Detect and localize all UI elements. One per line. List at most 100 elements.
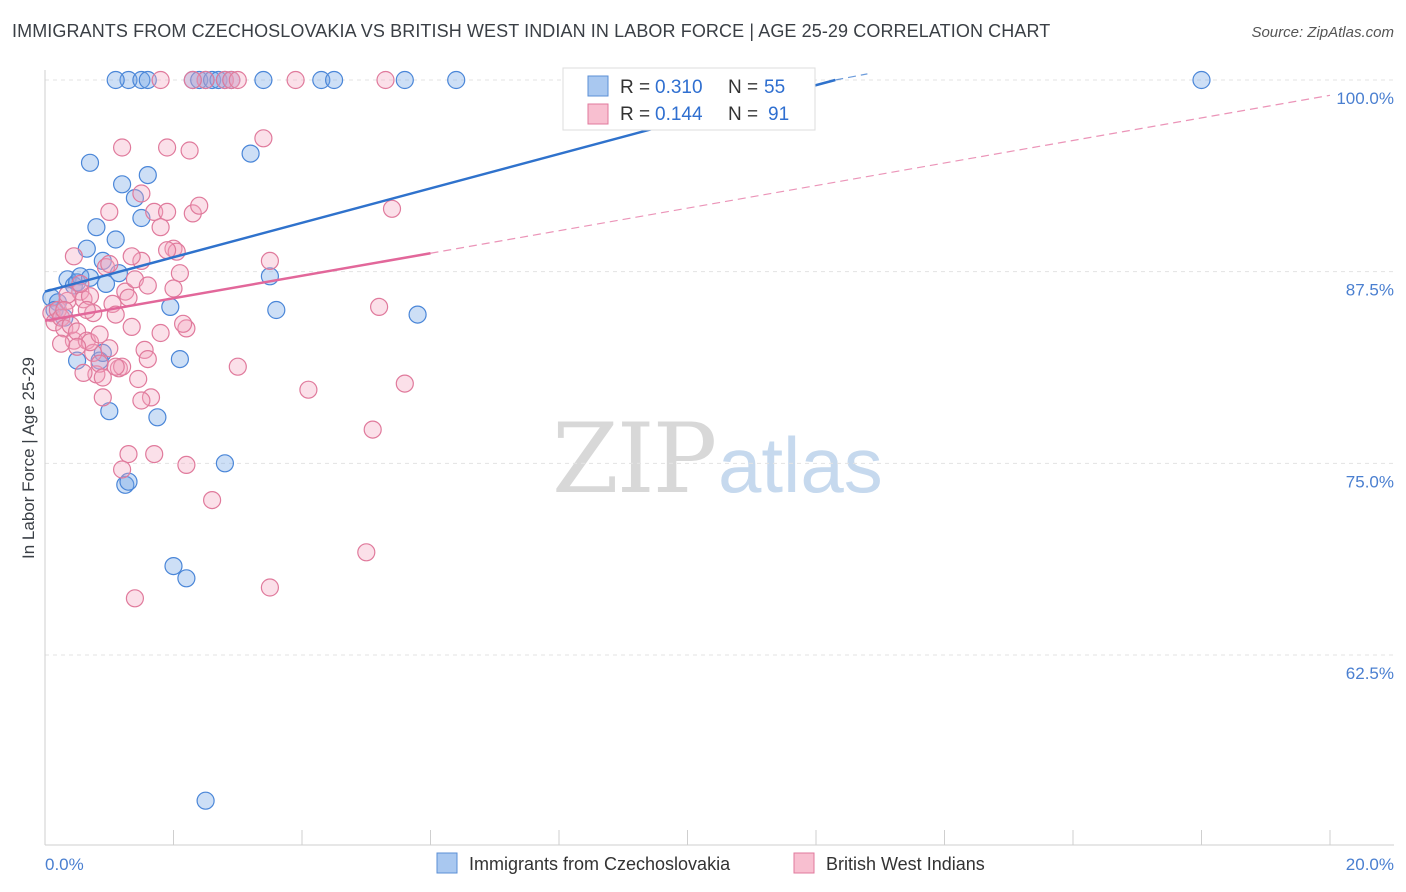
point-british-west-indian	[112, 138, 132, 157]
point-czechoslovakia	[177, 569, 196, 588]
point-czechoslovakia	[80, 153, 100, 172]
point-british-west-indian	[203, 491, 222, 510]
point-british-west-indian	[177, 455, 196, 474]
point-british-west-indian	[228, 70, 247, 90]
point-british-west-indian	[138, 350, 157, 369]
point-british-west-indian	[112, 460, 132, 479]
point-czechoslovakia	[170, 350, 189, 369]
series-legend-swatch-bwi	[793, 852, 815, 874]
trend-extension-czechoslovakia	[835, 73, 868, 81]
point-british-west-indian	[119, 445, 138, 464]
point-british-west-indian	[151, 70, 170, 90]
point-british-west-indian	[254, 129, 273, 148]
chart-title: IMMIGRANTS FROM CZECHOSLOVAKIA VS BRITIS…	[12, 21, 1051, 41]
point-british-west-indian	[228, 357, 247, 376]
y-tick-label: 87.5%	[1346, 281, 1394, 300]
point-czechoslovakia	[447, 70, 466, 90]
legend-swatch-czech	[587, 75, 609, 97]
point-czechoslovakia	[267, 300, 286, 320]
x-tick-label-max: 20.0%	[1346, 855, 1394, 874]
gridlines	[45, 79, 1394, 656]
point-british-west-indian	[129, 369, 148, 389]
point-czechoslovakia	[148, 408, 167, 427]
point-british-west-indian	[64, 247, 84, 266]
point-british-west-indian	[151, 323, 170, 343]
point-british-west-indian	[132, 184, 151, 203]
point-british-west-indian	[395, 374, 414, 393]
point-british-west-indian	[376, 70, 395, 90]
point-british-west-indian	[93, 388, 112, 407]
legend-r-label-bwi: R =	[620, 104, 650, 125]
correlation-legend: R = 0.310 N = 55 R = 0.144 N = 91	[562, 67, 816, 131]
series-legend-label-bwi: British West Indians	[826, 854, 985, 874]
legend-n-value-bwi: 91	[768, 104, 789, 125]
legend-r-value-czech: 0.310	[655, 77, 703, 98]
point-british-west-indian	[145, 202, 164, 221]
point-british-west-indian	[112, 357, 132, 376]
point-british-west-indian	[215, 70, 234, 90]
point-british-west-indian	[299, 380, 318, 399]
point-czechoslovakia	[209, 70, 228, 90]
point-british-west-indian	[74, 363, 93, 382]
point-british-west-indian	[260, 578, 279, 597]
point-czechoslovakia	[312, 70, 331, 90]
point-czechoslovakia	[106, 230, 125, 249]
point-czechoslovakia	[106, 70, 125, 90]
point-british-west-indian	[138, 276, 157, 295]
point-czechoslovakia	[215, 454, 234, 473]
point-british-west-indian	[119, 288, 138, 307]
trend-extension-british-west-indian	[430, 94, 1331, 254]
point-czechoslovakia	[116, 475, 135, 494]
point-british-west-indian	[132, 391, 151, 410]
point-czechoslovakia	[1192, 70, 1211, 90]
point-british-west-indian	[77, 300, 96, 320]
point-british-west-indian	[196, 70, 215, 90]
point-british-west-indian	[158, 138, 177, 157]
point-czechoslovakia	[112, 175, 132, 194]
point-british-west-indian	[370, 297, 389, 316]
watermark-zip: ZIP	[552, 403, 715, 515]
point-british-west-indian	[222, 70, 241, 90]
point-british-west-indian	[190, 196, 209, 215]
series-legend-label-czech: Immigrants from Czechoslovakia	[469, 854, 731, 874]
point-czechoslovakia	[203, 70, 222, 90]
point-czechoslovakia	[164, 556, 183, 576]
point-czechoslovakia	[138, 70, 157, 90]
point-czechoslovakia	[190, 70, 209, 90]
point-british-west-indian	[100, 339, 119, 358]
point-czechoslovakia	[138, 166, 157, 185]
point-british-west-indian	[164, 279, 183, 298]
y-tick-labels: 62.5% 75.0% 87.5% 100.0%	[1336, 89, 1394, 683]
x-tick-marks	[44, 830, 1331, 845]
point-british-west-indian	[90, 325, 109, 344]
y-tick-label: 75.0%	[1346, 472, 1394, 491]
point-british-west-indian	[357, 543, 376, 562]
point-british-west-indian	[145, 445, 164, 464]
legend-n-label-czech: N =	[728, 77, 758, 98]
point-british-west-indian	[51, 334, 71, 353]
y-axis-label: In Labor Force | Age 25-29	[19, 357, 38, 559]
legend-n-value-czech: 55	[764, 77, 785, 98]
point-british-west-indian	[122, 317, 141, 336]
point-british-west-indian	[67, 322, 87, 341]
point-british-west-indian	[100, 254, 119, 274]
legend-n-label-bwi: N =	[728, 104, 758, 125]
point-british-west-indian	[67, 337, 87, 356]
point-british-west-indian	[122, 247, 141, 266]
point-czechoslovakia	[132, 70, 151, 90]
point-british-west-indian	[125, 589, 144, 608]
y-tick-label: 100.0%	[1336, 89, 1394, 108]
x-tick-label-min: 0.0%	[45, 855, 84, 874]
y-tick-label: 62.5%	[1346, 664, 1394, 683]
point-british-west-indian	[183, 70, 202, 90]
point-british-west-indian	[100, 202, 119, 221]
point-british-west-indian	[109, 359, 129, 378]
point-czechoslovakia	[241, 144, 260, 163]
point-british-west-indian	[93, 368, 112, 387]
point-british-west-indian	[106, 357, 125, 376]
legend-r-value-bwi: 0.144	[655, 104, 703, 125]
point-british-west-indian	[151, 218, 170, 237]
point-czechoslovakia	[87, 218, 106, 237]
watermark-atlas: atlas	[718, 421, 883, 509]
